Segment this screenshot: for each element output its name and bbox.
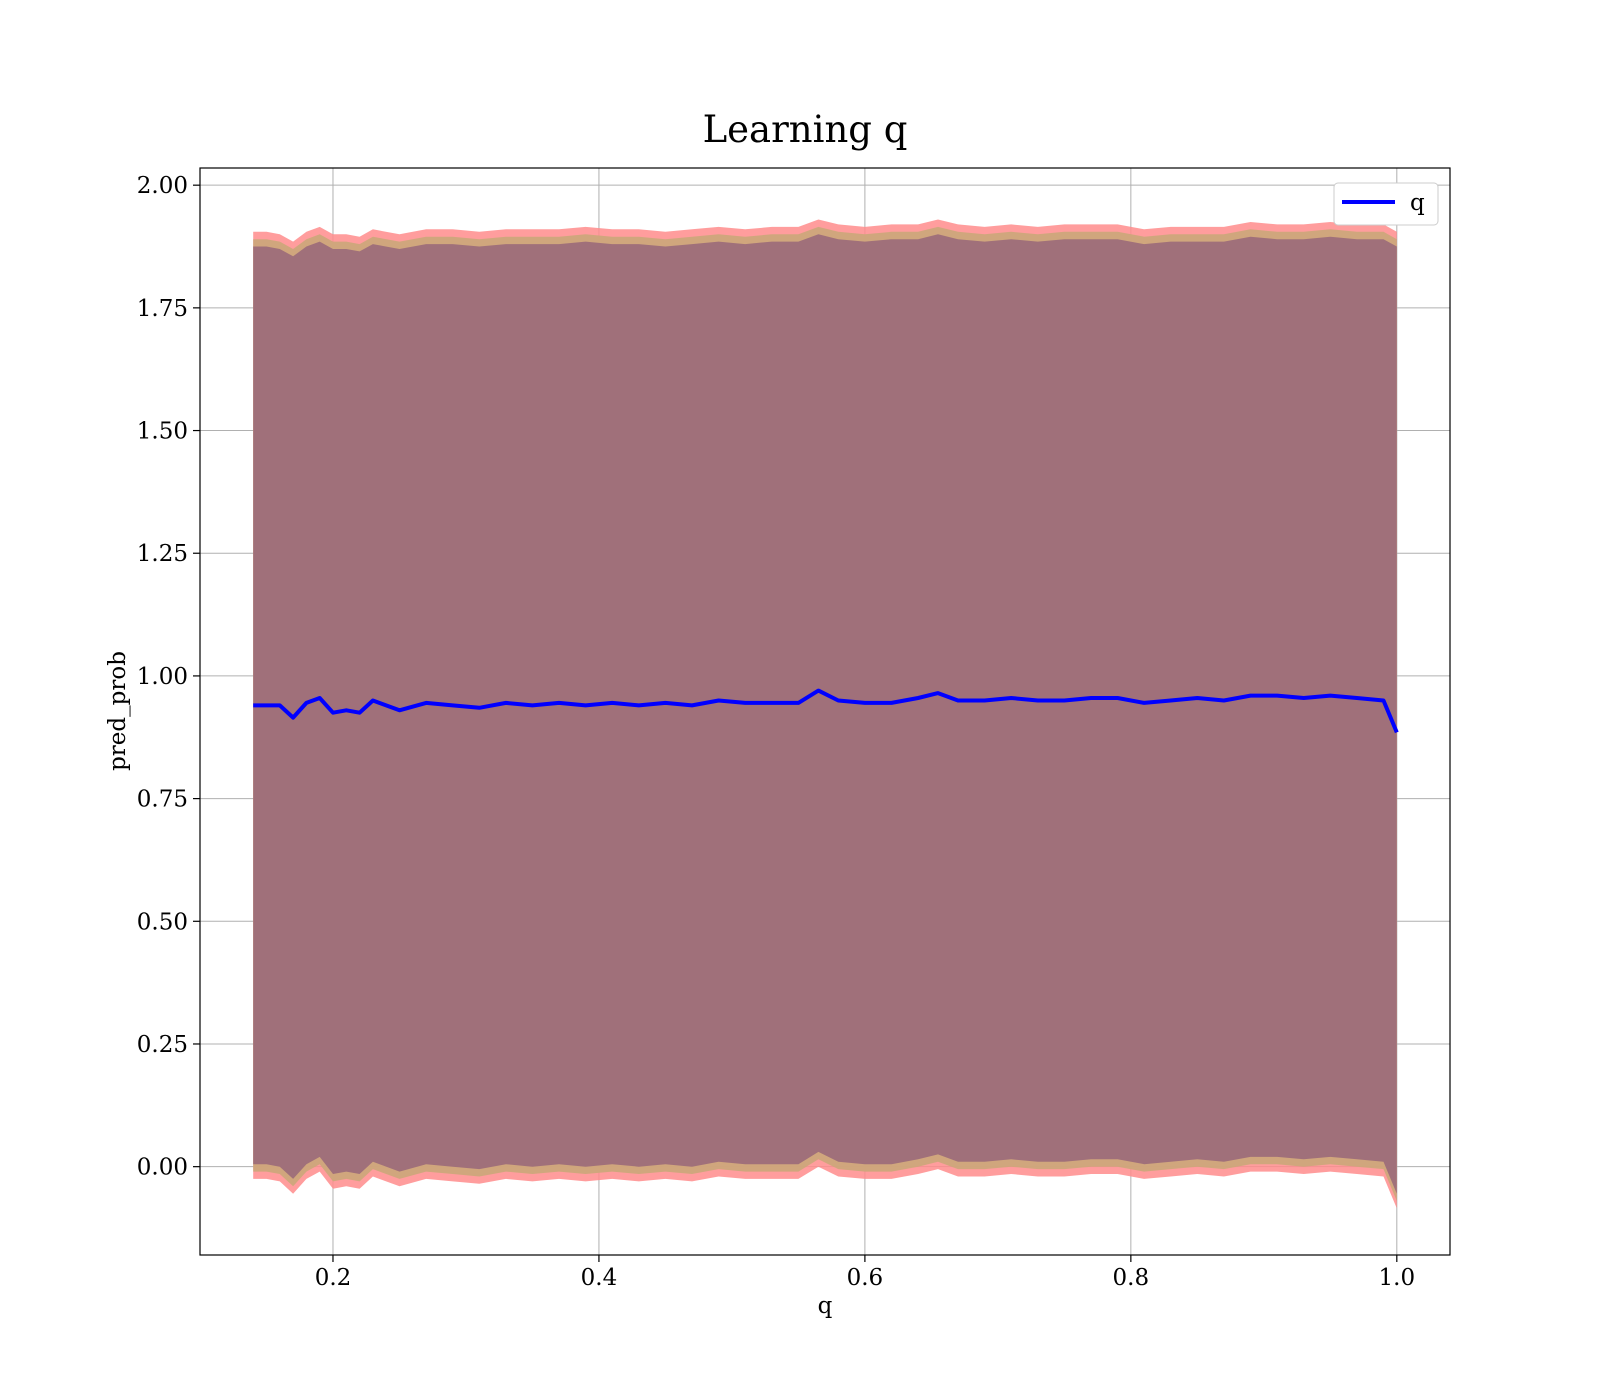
x-tick-label: 0.6 bbox=[847, 1265, 884, 1291]
legend: q bbox=[1333, 182, 1439, 226]
band-inner bbox=[253, 234, 1397, 1194]
legend-label: q bbox=[1410, 190, 1425, 216]
plot-frame bbox=[199, 167, 1451, 1256]
y-tick-label: 0.50 bbox=[137, 909, 188, 935]
x-axis-label: q bbox=[818, 1293, 833, 1319]
y-tick-label: 0.75 bbox=[137, 787, 188, 813]
x-tick-label: 1.0 bbox=[1379, 1265, 1416, 1291]
y-axis-label: pred_prob bbox=[105, 651, 131, 771]
series-lines bbox=[253, 688, 1399, 734]
x-tick-label: 0.4 bbox=[581, 1265, 618, 1291]
x-axis-ticks: 0.2 0.4 0.6 0.8 1.0 bbox=[315, 1255, 1415, 1291]
y-tick-label: 1.75 bbox=[137, 296, 188, 322]
y-tick-label: 1.25 bbox=[137, 541, 188, 567]
chart-title: Learning q bbox=[703, 108, 908, 151]
y-axis-ticks: 0.00 0.25 0.50 0.75 1.00 1.25 1.50 1.75 2.00 bbox=[137, 173, 200, 1181]
x-tick-label: 0.8 bbox=[1113, 1265, 1150, 1291]
series-line-q bbox=[253, 688, 1399, 734]
x-tick-label: 0.2 bbox=[315, 1265, 352, 1291]
y-tick-label: 2.00 bbox=[137, 173, 188, 199]
y-tick-label: 1.00 bbox=[137, 664, 188, 690]
y-tick-label: 0.00 bbox=[137, 1155, 188, 1181]
y-tick-label: 1.50 bbox=[137, 419, 188, 445]
confidence-bands bbox=[253, 219, 1397, 1209]
y-tick-label: 0.25 bbox=[137, 1032, 188, 1058]
